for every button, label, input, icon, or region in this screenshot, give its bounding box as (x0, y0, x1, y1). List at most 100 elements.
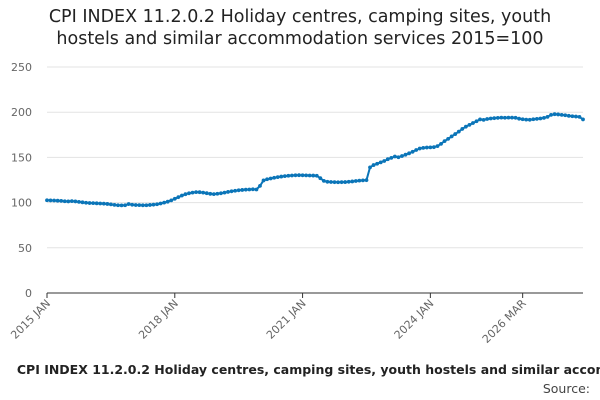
data-point (566, 113, 571, 118)
data-point (208, 191, 213, 196)
data-point (542, 115, 546, 120)
data-point (98, 201, 103, 206)
data-point (233, 188, 238, 193)
data-point (421, 146, 426, 150)
data-point (293, 173, 298, 178)
data-point (527, 117, 532, 122)
data-point (137, 203, 142, 208)
data-point (407, 151, 411, 156)
data-point (62, 199, 67, 204)
data-point (492, 116, 497, 121)
data-point (321, 179, 326, 183)
data-point (488, 116, 493, 121)
data-point (506, 115, 511, 120)
data-point (549, 113, 553, 117)
data-point (417, 146, 422, 151)
data-point (325, 179, 330, 184)
data-point (261, 178, 266, 183)
data-point (240, 188, 245, 192)
data-point (247, 187, 252, 192)
data-point (226, 190, 230, 194)
data-point (368, 165, 372, 170)
y-tick-label: 200 (11, 106, 32, 119)
data-point (265, 177, 269, 182)
data-point (243, 187, 248, 192)
data-point (361, 178, 365, 183)
data-point (318, 176, 323, 181)
data-point (91, 201, 96, 206)
data-point (59, 198, 64, 203)
data-point (467, 122, 472, 127)
data-point (499, 115, 504, 120)
data-point (329, 180, 333, 184)
data-point (559, 113, 564, 117)
data-point (563, 113, 568, 118)
data-point (290, 173, 294, 178)
data-point (495, 115, 500, 120)
data-point (69, 199, 74, 204)
data-point (268, 176, 273, 181)
series-line-layer (46, 113, 584, 207)
data-point (179, 193, 184, 198)
data-point (80, 200, 85, 205)
data-point (524, 117, 529, 122)
grid-lines (47, 66, 583, 249)
data-point (432, 145, 436, 150)
data-point (545, 115, 550, 119)
data-point (503, 115, 507, 120)
data-point (353, 179, 358, 183)
data-point (570, 114, 575, 119)
data-point (144, 203, 149, 208)
data-point (275, 175, 280, 180)
data-point (148, 203, 152, 207)
x-tick-label: 2015 JAN (8, 297, 53, 342)
data-point (169, 198, 174, 203)
data-point (112, 202, 117, 207)
data-point (513, 115, 518, 120)
data-point (119, 203, 124, 208)
data-point (126, 202, 131, 206)
data-point (101, 201, 106, 206)
data-point (424, 145, 429, 150)
data-point (151, 202, 156, 207)
data-point (77, 199, 81, 204)
data-point (357, 178, 362, 183)
data-point (258, 183, 262, 188)
data-point (123, 203, 127, 208)
data-point (229, 189, 234, 194)
y-tick-label: 50 (18, 242, 32, 255)
data-point (556, 112, 561, 117)
data-point (517, 116, 522, 121)
chart-title-line-1: CPI INDEX 11.2.0.2 Holiday centres, camp… (48, 7, 552, 27)
data-point (364, 178, 369, 183)
data-point (219, 191, 223, 196)
data-point (105, 202, 110, 206)
data-point (449, 134, 454, 139)
data-point (460, 127, 465, 131)
y-tick-label: 150 (11, 151, 32, 164)
chart-title-line-2: hostels and similar accommodation servic… (56, 29, 544, 49)
data-point (574, 114, 578, 119)
data-point (378, 160, 383, 165)
data-point (478, 117, 482, 122)
data-point (403, 152, 408, 157)
x-tick-label: 2024 JAN (392, 297, 437, 342)
data-point (304, 173, 309, 178)
data-point (254, 187, 259, 192)
chart-title: CPI INDEX 11.2.0.2 Holiday centres, camp… (0, 6, 600, 50)
x-tick-label: 2026 MAR (480, 297, 529, 346)
data-point (474, 119, 479, 124)
y-tick-label: 250 (11, 61, 32, 74)
data-points (45, 112, 585, 208)
data-point (400, 154, 404, 158)
data-point (215, 191, 220, 196)
data-point (197, 190, 202, 195)
data-point (211, 192, 216, 197)
data-point (48, 198, 53, 203)
data-point (456, 129, 461, 134)
data-point (396, 155, 401, 160)
data-point (140, 203, 145, 208)
chart-caption-text: CPI INDEX 11.2.0.2 Holiday centres, camp… (16, 362, 600, 377)
data-point (442, 139, 447, 144)
